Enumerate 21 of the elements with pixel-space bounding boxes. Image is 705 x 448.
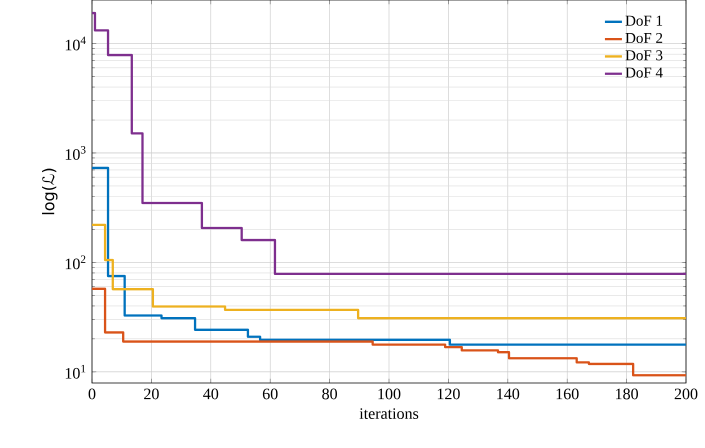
x-tick-label: 180 — [616, 388, 638, 400]
legend-label: DoF 3 — [626, 50, 662, 60]
x-axis-title: iterations — [360, 408, 418, 419]
legend-label: DoF 4 — [626, 68, 663, 78]
y-tick-label: 10$^{4}$ — [66, 36, 86, 50]
y-tick-label: 10$^{1}$ — [66, 364, 86, 379]
x-tick-label: 200 — [674, 388, 698, 400]
x-tick-label: 0 — [88, 388, 96, 400]
x-tick-label: 120 — [438, 388, 460, 400]
x-tick-label: 80 — [322, 388, 337, 400]
x-tick-label: 100 — [378, 388, 400, 400]
x-tick-label: 140 — [497, 388, 520, 400]
x-tick-label: 40 — [203, 388, 218, 400]
y-tick-label: 10$^{2}$ — [66, 255, 86, 270]
legend-label: DoF 2 — [626, 32, 662, 44]
x-tick-label: 160 — [556, 388, 579, 400]
y-axis-title: log(ℒ) — [42, 168, 58, 214]
legend-label: DoF 1 — [626, 16, 662, 26]
y-tick-label: 10$^{3}$ — [66, 146, 86, 160]
x-tick-label: 20 — [144, 388, 159, 400]
x-tick-label: 60 — [262, 388, 278, 400]
